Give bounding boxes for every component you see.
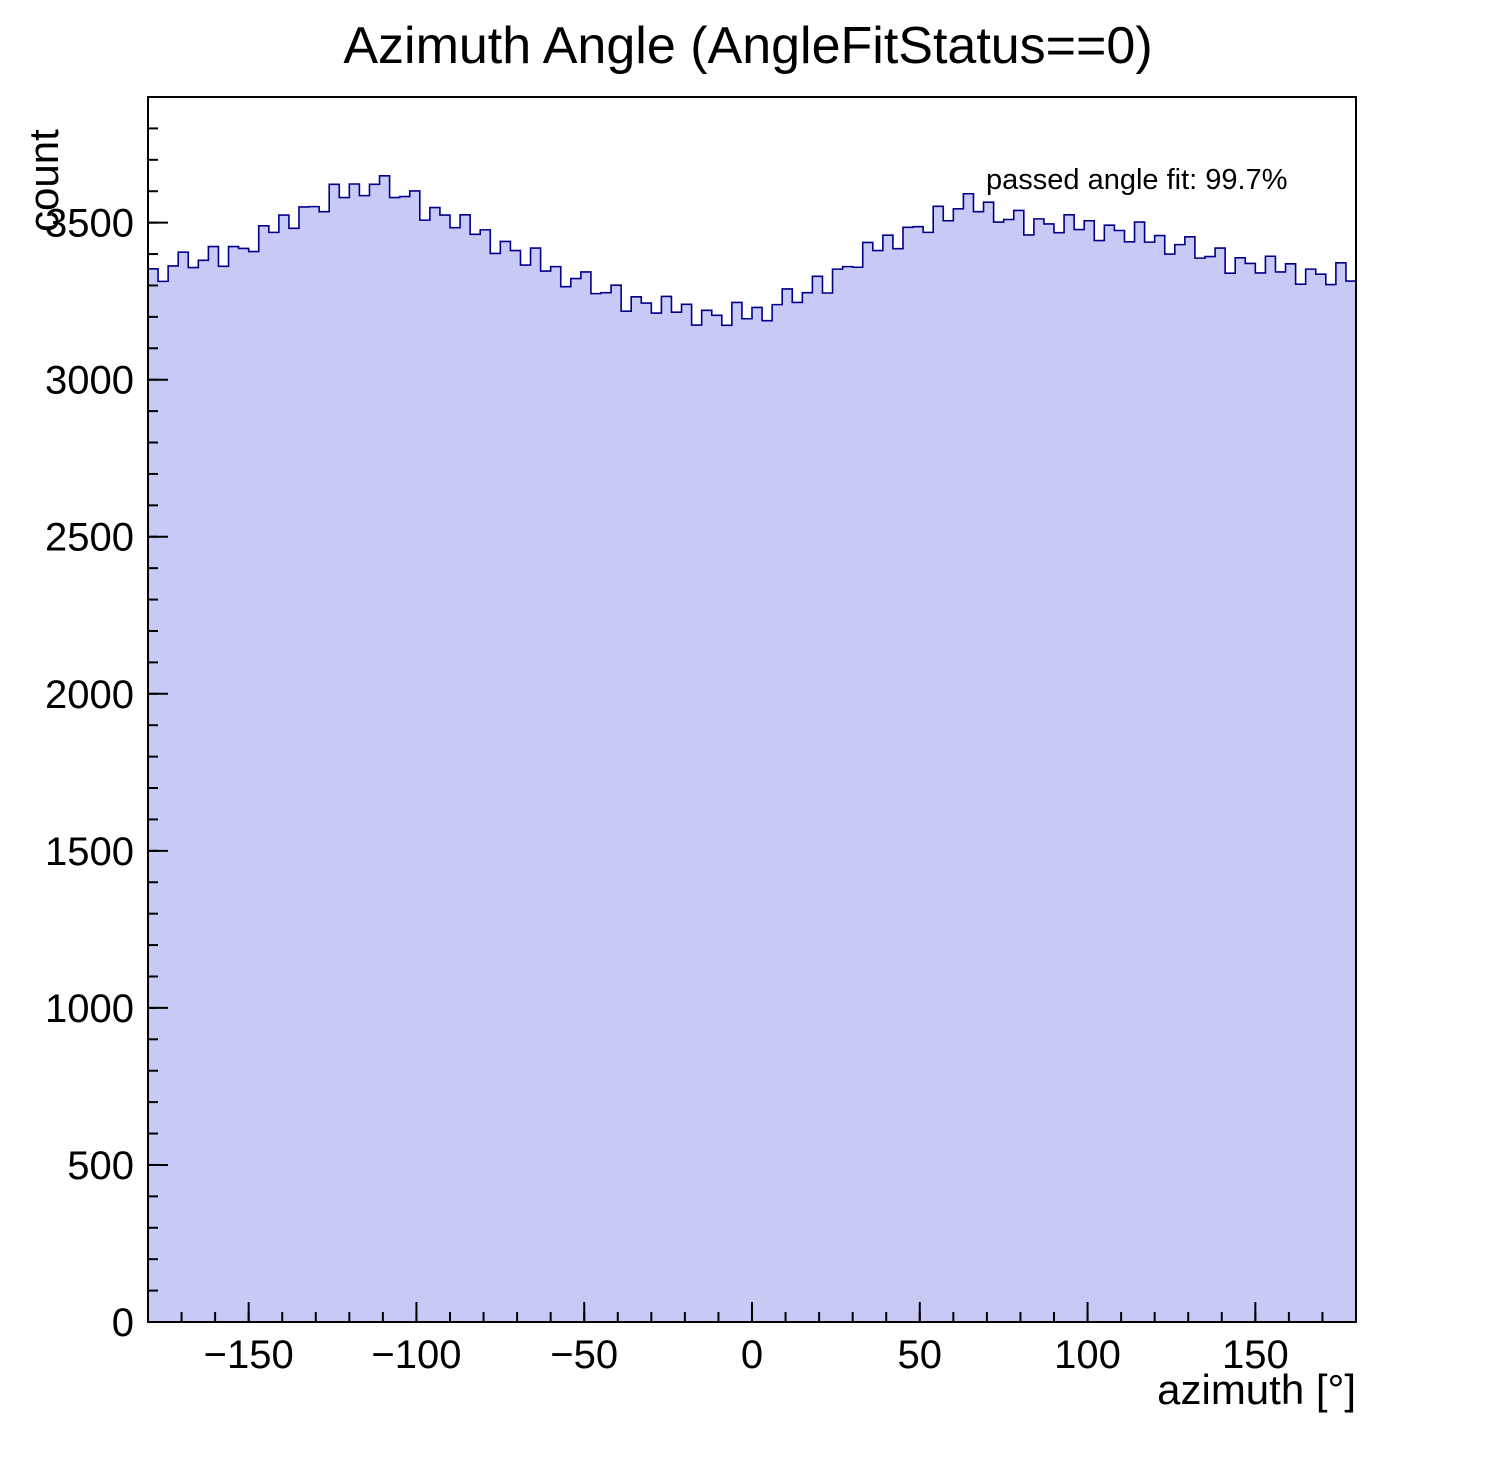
chart-title: Azimuth Angle (AngleFitStatus==0) (343, 17, 1153, 75)
x-axis-title: azimuth [°] (1157, 1366, 1356, 1413)
y-axis-title: count (20, 129, 67, 232)
x-tick-label: 100 (1054, 1333, 1121, 1377)
y-tick-label: 3000 (45, 359, 134, 403)
y-tick-label: 0 (112, 1301, 134, 1345)
y-tick-label: 500 (67, 1144, 134, 1188)
x-tick-label: 150 (1222, 1333, 1289, 1377)
x-tick-label: −50 (550, 1333, 618, 1377)
y-tick-label: 1500 (45, 830, 134, 874)
x-tick-label: −150 (204, 1333, 294, 1377)
y-tick-label: 2000 (45, 673, 134, 717)
x-tick-label: 0 (741, 1333, 763, 1377)
y-tick-label: 2500 (45, 516, 134, 560)
x-tick-label: −100 (371, 1333, 461, 1377)
passed-angle-fit-annotation: passed angle fit: 99.7% (986, 164, 1288, 196)
y-tick-label: 1000 (45, 987, 134, 1031)
x-tick-label: 50 (898, 1333, 943, 1377)
y-tick-label: 3500 (45, 202, 134, 246)
